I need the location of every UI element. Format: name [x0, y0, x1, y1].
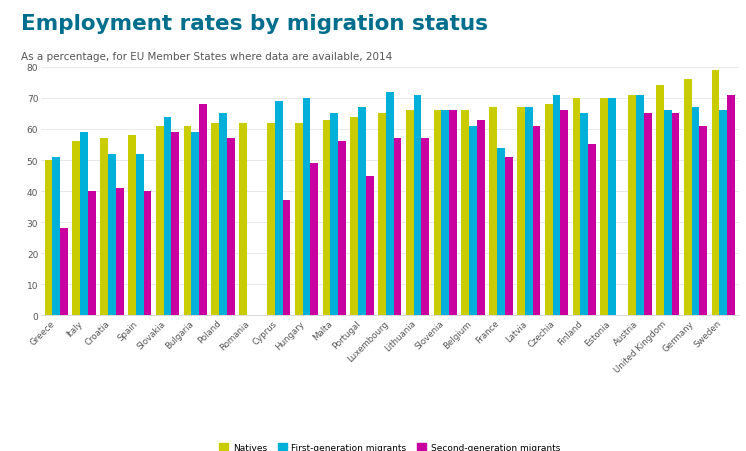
Text: Notes: People aged 15–64. No data for the Netherlands, Denmark and Ireland.
No d: Notes: People aged 15–64. No data for th…: [256, 372, 595, 409]
Bar: [45, 161, 52, 316]
Bar: [497, 148, 505, 316]
Bar: [163, 117, 172, 316]
Bar: [184, 127, 192, 316]
Bar: [421, 139, 429, 316]
Bar: [406, 111, 414, 316]
Bar: [386, 92, 394, 316]
Bar: [477, 120, 485, 316]
Bar: [366, 176, 374, 316]
Bar: [219, 114, 227, 316]
Bar: [656, 86, 664, 316]
Legend: Natives, First-generation migrants, Second-generation migrants: Natives, First-generation migrants, Seco…: [216, 439, 564, 451]
Bar: [330, 114, 338, 316]
Bar: [108, 154, 116, 316]
Bar: [469, 127, 477, 316]
Bar: [671, 114, 680, 316]
Bar: [136, 154, 143, 316]
Bar: [295, 124, 303, 316]
Bar: [100, 139, 108, 316]
Bar: [517, 108, 525, 316]
Bar: [727, 96, 735, 316]
Bar: [358, 108, 366, 316]
Bar: [644, 114, 651, 316]
Bar: [525, 108, 533, 316]
Text: As a percentage, for EU Member States where data are available, 2014: As a percentage, for EU Member States wh…: [21, 52, 392, 62]
Bar: [442, 111, 449, 316]
Text: Eurofound: Eurofound: [44, 423, 105, 433]
Bar: [143, 192, 151, 316]
Bar: [692, 108, 699, 316]
Bar: [116, 189, 124, 316]
Bar: [72, 142, 81, 316]
Bar: [588, 145, 596, 316]
Bar: [275, 102, 283, 316]
Bar: [699, 127, 707, 316]
Bar: [433, 111, 442, 316]
Bar: [351, 117, 358, 316]
Bar: [199, 105, 207, 316]
Bar: [580, 114, 588, 316]
Bar: [156, 127, 163, 316]
Bar: [560, 111, 568, 316]
Bar: [573, 99, 580, 316]
Bar: [533, 127, 540, 316]
Bar: [52, 157, 60, 316]
Bar: [628, 96, 636, 316]
Bar: [505, 157, 513, 316]
Bar: [712, 71, 719, 316]
Bar: [192, 133, 199, 316]
Bar: [303, 99, 310, 316]
Bar: [608, 99, 616, 316]
Bar: [664, 111, 671, 316]
Bar: [283, 201, 290, 316]
Bar: [449, 111, 457, 316]
Bar: [211, 124, 219, 316]
Bar: [128, 136, 136, 316]
Text: Employment rates by migration status: Employment rates by migration status: [21, 14, 488, 33]
Bar: [489, 108, 497, 316]
Bar: [553, 96, 560, 316]
Bar: [81, 133, 88, 316]
Bar: [172, 133, 179, 316]
Bar: [239, 124, 247, 316]
Bar: [636, 96, 644, 316]
Bar: [60, 229, 68, 316]
Bar: [684, 80, 692, 316]
Bar: [601, 99, 608, 316]
Bar: [462, 111, 469, 316]
Bar: [322, 120, 330, 316]
Bar: [88, 192, 95, 316]
Bar: [338, 142, 346, 316]
Bar: [545, 105, 553, 316]
Bar: [267, 124, 275, 316]
Bar: [394, 139, 401, 316]
Bar: [227, 139, 235, 316]
Bar: [719, 111, 727, 316]
Bar: [414, 96, 421, 316]
Bar: [378, 114, 386, 316]
Bar: [310, 164, 318, 316]
